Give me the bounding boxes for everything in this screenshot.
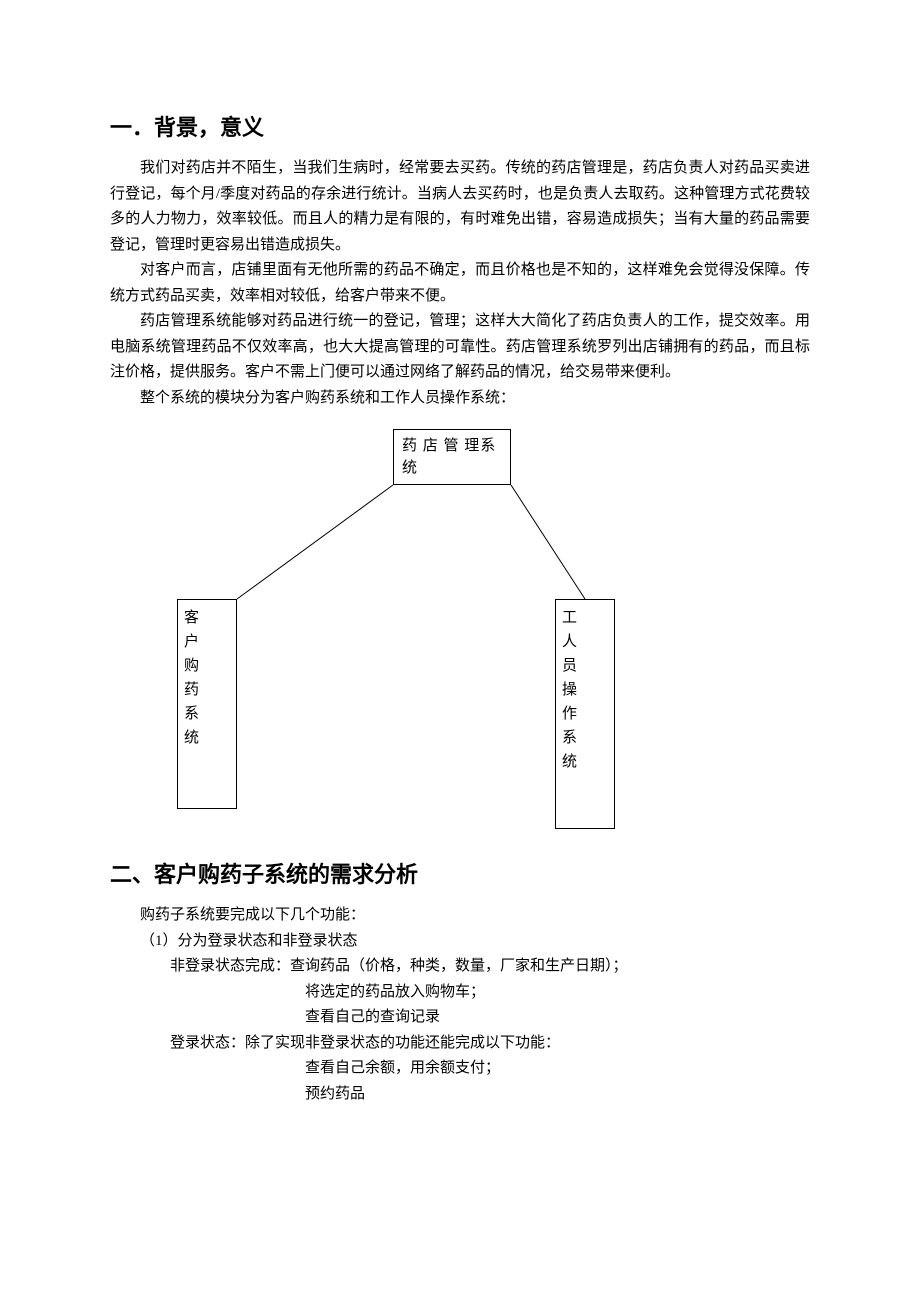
document-page: 一．背景，意义 我们对药店并不陌生，当我们生病时，经常要去买药。传统的药店管理是…: [0, 0, 920, 1302]
node-root-line1: 药 店 管: [402, 438, 460, 454]
section2-login-sub1: 查看自己余额，用余额支付；: [110, 1056, 810, 1082]
node-root: 药 店 管 理系统: [393, 429, 511, 485]
section1-para-3: 药店管理系统能够对药品进行统一的登记，管理；这样大大简化了药店负责人的工作，提交…: [110, 309, 810, 386]
edge-root-right: [511, 485, 585, 599]
section2-nonlogin-sub2: 查看自己的查询记录: [110, 1005, 810, 1031]
section2-nonlogin-sub1: 将选定的药品放入购物车；: [110, 980, 810, 1006]
system-tree-diagram: 药 店 管 理系统 客 户 购 药 系 统 工 人 员 操 作 系 统: [110, 429, 810, 829]
node-right-text: 工 人 员 操 作 系 统: [562, 606, 608, 774]
section2-login-sub2: 预约药品: [110, 1082, 810, 1108]
section2-login-head: 登录状态：除了实现非登录状态的功能还能完成以下功能：: [110, 1031, 810, 1057]
section2-item1: （1）分为登录状态和非登录状态: [110, 929, 810, 955]
edge-root-left: [237, 485, 393, 599]
node-left-text: 客 户 购 药 系 统: [184, 606, 230, 750]
section2-intro: 购药子系统要完成以下几个功能：: [110, 903, 810, 929]
section1-heading: 一．背景，意义: [110, 110, 810, 142]
section1-para-2: 对客户而言，店铺里面有无他所需的药品不确定，而且价格也是不知的，这样难免会觉得没…: [110, 258, 810, 309]
section2-heading: 二、客户购药子系统的需求分析: [110, 857, 810, 889]
node-left: 客 户 购 药 系 统: [177, 599, 237, 809]
section1-para-4: 整个系统的模块分为客户购药系统和工作人员操作系统：: [110, 386, 810, 412]
node-right: 工 人 员 操 作 系 统: [555, 599, 615, 829]
section1-para-1: 我们对药店并不陌生，当我们生病时，经常要去买药。传统的药店管理是，药店负责人对药…: [110, 156, 810, 258]
section2-nonlogin-head: 非登录状态完成：查询药品（价格，种类，数量，厂家和生产日期）；: [110, 954, 810, 980]
